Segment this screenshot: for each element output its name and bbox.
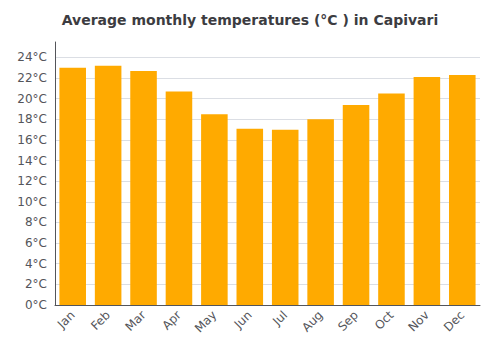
svg-text:Mar: Mar [123,308,149,334]
svg-text:22°C: 22°C [17,71,47,85]
svg-text:16°C: 16°C [17,133,47,147]
svg-text:Jan: Jan [54,308,78,332]
svg-text:6°C: 6°C [25,236,47,250]
svg-text:10°C: 10°C [17,195,47,209]
svg-text:May: May [192,308,219,335]
svg-text:4°C: 4°C [25,257,47,271]
svg-text:18°C: 18°C [17,112,47,126]
svg-text:Aug: Aug [299,308,325,334]
svg-text:14°C: 14°C [17,154,47,168]
svg-text:0°C: 0°C [25,298,47,312]
svg-text:20°C: 20°C [17,92,47,106]
svg-text:Jul: Jul [269,308,290,329]
svg-text:Apr: Apr [159,308,184,333]
svg-text:Dec: Dec [441,308,467,334]
svg-text:Sep: Sep [335,308,361,334]
svg-text:24°C: 24°C [17,50,47,64]
svg-text:12°C: 12°C [17,174,47,188]
svg-text:Oct: Oct [372,308,397,333]
svg-text:Feb: Feb [88,308,113,333]
svg-text:Jun: Jun [231,308,255,332]
svg-text:8°C: 8°C [25,215,47,229]
svg-text:2°C: 2°C [25,277,47,291]
svg-text:Average monthly temperatures (: Average monthly temperatures (°C ) in Ca… [62,12,439,28]
svg-text:Nov: Nov [405,308,431,334]
